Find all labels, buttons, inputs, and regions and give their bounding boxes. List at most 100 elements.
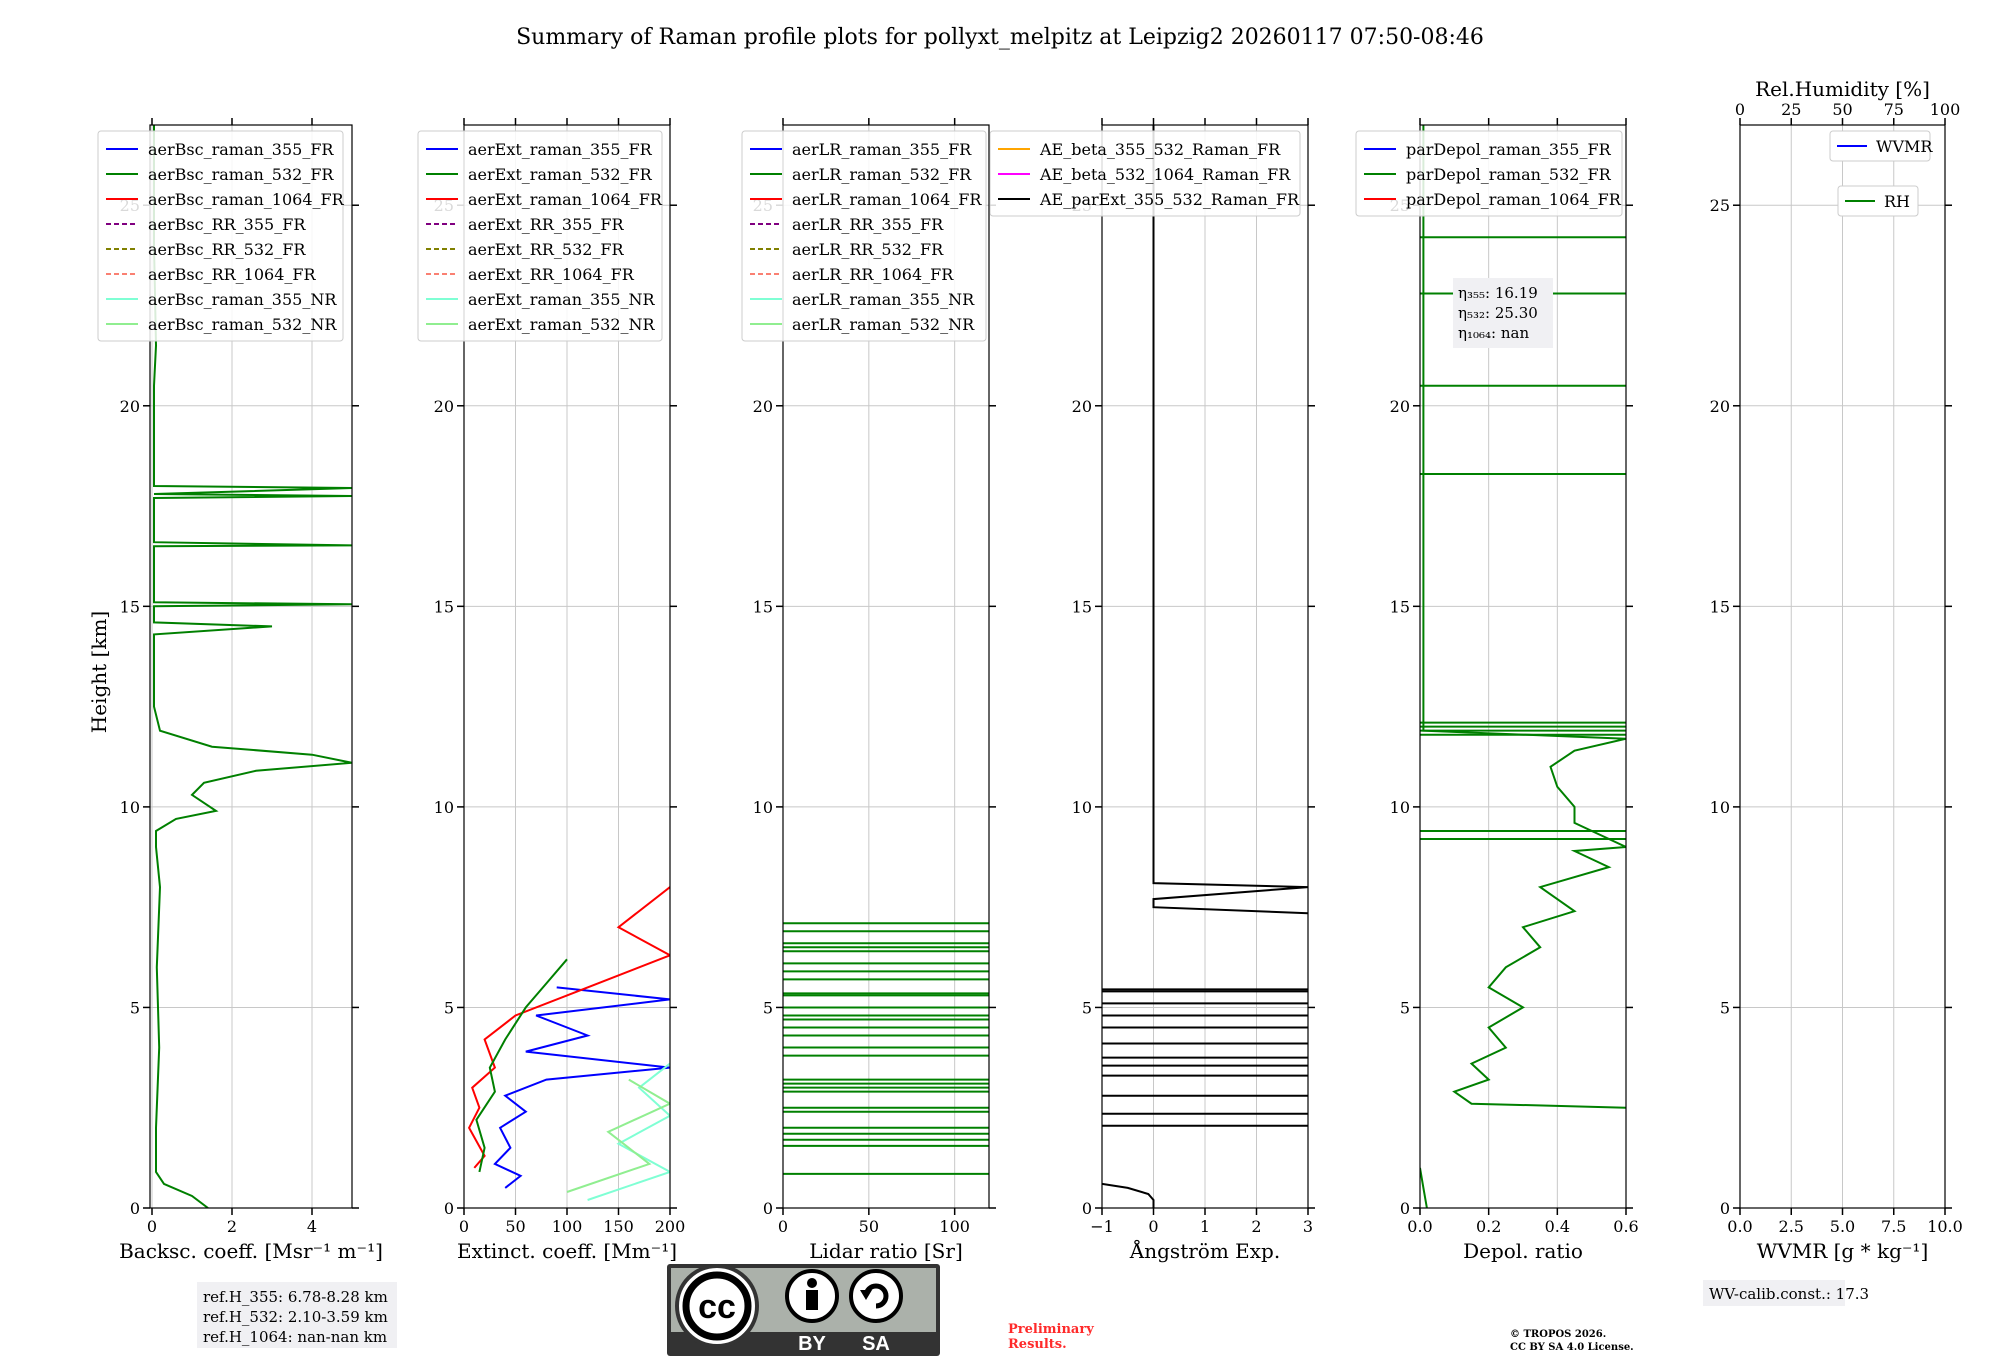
y-tick-label: 20: [1072, 397, 1092, 416]
axes-frame: [1419, 124, 1627, 1209]
y-tick-label: 5: [1400, 998, 1410, 1017]
y-tick-label: 20: [1390, 397, 1410, 416]
x-tick-label: 5.0: [1830, 1217, 1855, 1236]
y-tick-label: 0: [763, 1199, 773, 1218]
legend-label: AE_beta_532_1064_Raman_FR: [1039, 165, 1291, 184]
axes-frame: [782, 124, 990, 1209]
legend-label: aerExt_raman_355_FR: [468, 140, 653, 159]
legend-ae: AE_beta_355_532_Raman_FR AE_beta_532_1064…: [989, 130, 1301, 217]
x-axis-label: Ångström Exp.: [1129, 1238, 1280, 1263]
legend-label: aerLR_raman_532_NR: [792, 315, 975, 334]
x-tick-label: 50: [859, 1217, 879, 1236]
top-tick-label: 50: [1832, 100, 1852, 119]
axes-frame: [149, 124, 353, 1209]
series-aerExt_raman_355_NR: [587, 1062, 670, 1201]
y-tick-label: 10: [1072, 798, 1092, 817]
figure-title: Summary of Raman profile plots for polly…: [516, 25, 1484, 50]
y-tick-label: 15: [753, 597, 773, 616]
legend-label: aerExt_raman_355_NR: [468, 290, 656, 309]
preliminary-line2: Results.: [1008, 1337, 1067, 1352]
data-layer: [467, 886, 670, 1201]
y-tick-label: 20: [120, 397, 140, 416]
ref-h-355: ref.H_355: 6.78-8.28 km: [203, 1288, 388, 1306]
top-tick-label: 25: [1781, 100, 1801, 119]
series-aerExt_raman_532_NR: [566, 1078, 670, 1193]
x-tick-label: 0.0: [1407, 1217, 1432, 1236]
series-aerExt_raman_532_FR: [475, 958, 568, 1173]
series-aerExt_raman_355_FR: [493, 986, 670, 1189]
legend-label: AE_beta_355_532_Raman_FR: [1039, 140, 1281, 159]
y-tick-label: 0: [130, 1199, 140, 1218]
legend-label: aerExt_RR_355_FR: [468, 215, 625, 234]
top-tick-label: 0: [1735, 100, 1745, 119]
legend-box: [417, 130, 663, 342]
legend-label: parDepol_raman_355_FR: [1406, 140, 1612, 159]
x-tick-label: 0: [147, 1217, 157, 1236]
eta-box: η₃₅₅: 16.19 η₅₃₂: 25.30 η₁₀₆₄: nan: [1453, 278, 1553, 348]
legend-label: aerLR_RR_355_FR: [792, 215, 944, 234]
x-axis-label: Backsc. coeff. [Msr⁻¹ m⁻¹]: [119, 1239, 383, 1263]
x-tick-label: 0.4: [1545, 1217, 1570, 1236]
x-tick-label: 100: [939, 1217, 970, 1236]
y-tick-label: 10: [120, 798, 140, 817]
legend-box: [1837, 185, 1919, 217]
svg-text:cc: cc: [698, 1288, 736, 1326]
by-label: BY: [798, 1333, 826, 1355]
x-axis-label: WVMR [g * kg⁻¹]: [1757, 1239, 1929, 1263]
ref-h-1064: ref.H_1064: nan-nan km: [203, 1328, 387, 1346]
y-tick-label: 25: [1710, 196, 1730, 215]
x-tick-label: 200: [655, 1217, 686, 1236]
legend-bsc: aerBsc_raman_355_FR aerBsc_raman_532_FRae…: [97, 130, 345, 342]
top-axis-label: Rel.Humidity [%]: [1755, 77, 1930, 101]
legend-box: [1355, 130, 1623, 217]
y-tick-label: 0: [1400, 1199, 1410, 1218]
panel-ae: −101230510152025Ångström Exp.AE_beta_355…: [989, 118, 1315, 1263]
x-tick-label: 4: [307, 1217, 317, 1236]
data-layer: [153, 125, 352, 1208]
legend-box: [741, 130, 987, 342]
data-layer: [1102, 125, 1308, 1208]
legend-label: aerBsc_raman_532_NR: [148, 315, 337, 334]
legend-label: aerBsc_RR_532_FR: [148, 240, 306, 259]
legend-box: [97, 130, 344, 342]
panel-depol: 0.00.20.40.60510152025Depol. ratioparDep…: [1355, 118, 1639, 1263]
x-axis-label: Extinct. coeff. [Mm⁻¹]: [457, 1239, 677, 1263]
top-tick-label: 75: [1884, 100, 1904, 119]
legend-label: WVMR: [1876, 137, 1933, 156]
y-tick-label: 15: [1072, 597, 1092, 616]
y-tick-label: 15: [1710, 597, 1730, 616]
x-tick-label: −1: [1090, 1217, 1114, 1236]
legend-label: RH: [1884, 192, 1910, 211]
x-tick-label: 100: [552, 1217, 583, 1236]
legend-rh: RH: [1837, 185, 1919, 217]
legend-wvmr: WVMR: [1829, 130, 1933, 162]
y-tick-label: 15: [1390, 597, 1410, 616]
sa-icon: [849, 1269, 903, 1323]
top-tick-label: 100: [1930, 100, 1961, 119]
x-tick-label: 0: [1148, 1217, 1158, 1236]
y-tick-label: 0: [1082, 1199, 1092, 1218]
x-tick-label: 10.0: [1927, 1217, 1963, 1236]
x-tick-label: 2.5: [1779, 1217, 1804, 1236]
y-tick-label: 10: [753, 798, 773, 817]
copyright-line1: © TROPOS 2026.: [1510, 1329, 1606, 1340]
legend-label: aerExt_raman_1064_FR: [468, 190, 663, 209]
data-layer: [783, 922, 989, 1175]
x-tick-label: 0.2: [1476, 1217, 1501, 1236]
legend-label: aerBsc_RR_355_FR: [148, 215, 306, 234]
legend-label: aerLR_raman_355_NR: [792, 290, 975, 309]
wv-calib-text: WV-calib.const.: 17.3: [1709, 1285, 1869, 1303]
legend-label: aerLR_raman_355_FR: [792, 140, 972, 159]
y-tick-label: 15: [434, 597, 454, 616]
legend-label: aerExt_raman_532_NR: [468, 315, 656, 334]
x-tick-label: 150: [603, 1217, 634, 1236]
series-parDepol_raman_532_FR: [1422, 125, 1626, 1109]
ref-height-box: ref.H_355: 6.78-8.28 km ref.H_532: 2.10-…: [197, 1282, 397, 1348]
preliminary-line1: Preliminary: [1008, 1322, 1094, 1337]
x-tick-label: 0.0: [1727, 1217, 1752, 1236]
wv-calib-box: WV-calib.const.: 17.3: [1703, 1280, 1869, 1306]
x-tick-label: 7.5: [1881, 1217, 1906, 1236]
x-tick-label: 3: [1303, 1217, 1313, 1236]
legend-label: aerBsc_raman_355_NR: [148, 290, 337, 309]
